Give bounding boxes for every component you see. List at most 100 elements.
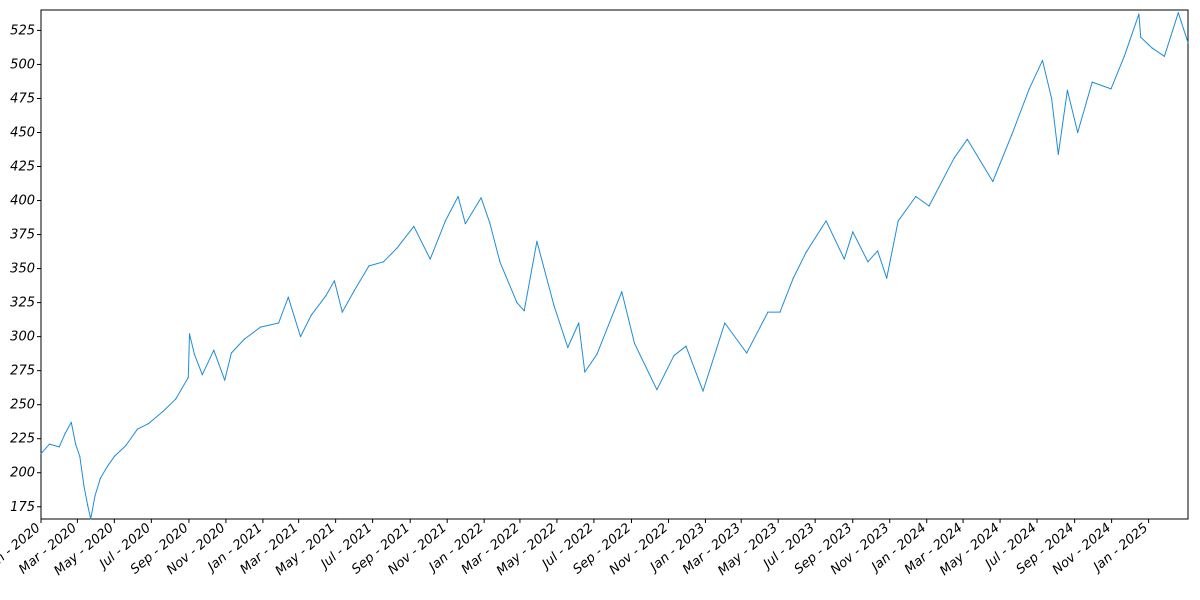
data-point — [915, 195, 917, 198]
data-point — [516, 302, 518, 304]
plot-frame — [40, 9, 1189, 520]
y-tick-label: 350 — [10, 262, 35, 277]
data-point — [584, 371, 586, 373]
data-point — [480, 197, 482, 199]
data-point — [767, 311, 769, 313]
data-point — [341, 311, 343, 313]
y-tick-label: 525 — [10, 23, 35, 38]
data-point — [325, 295, 327, 297]
data-point — [867, 261, 869, 263]
data-point — [299, 336, 302, 338]
data-point — [673, 355, 675, 357]
data-point — [1110, 88, 1112, 90]
y-tick-label: 400 — [10, 194, 35, 209]
y-tick-label: 500 — [10, 57, 35, 72]
data-point — [382, 261, 385, 263]
data-point — [125, 444, 127, 447]
data-point — [259, 326, 262, 328]
data-point — [333, 280, 336, 282]
data-point — [368, 265, 370, 267]
data-point — [1177, 12, 1179, 14]
y-axis: 175 200 225 250 275 300 325 350 375 400 425 450 475 5… — [10, 23, 41, 515]
data-point — [90, 518, 92, 520]
data-point — [966, 138, 968, 140]
data-point — [201, 374, 203, 376]
data-point — [193, 353, 195, 355]
data-point — [852, 231, 854, 233]
y-tick-label: 475 — [10, 91, 35, 106]
data-point — [633, 342, 636, 345]
data-point — [174, 398, 177, 400]
data-point — [553, 304, 555, 306]
y-tick-label: 200 — [10, 466, 35, 481]
data-point — [596, 353, 598, 355]
data-point — [1123, 55, 1125, 57]
y-tick-label: 275 — [10, 364, 35, 379]
data-point — [457, 195, 459, 198]
data-point — [1091, 81, 1093, 83]
y-tick-label: 175 — [10, 500, 35, 515]
data-point — [162, 410, 164, 413]
y-tick-label: 300 — [10, 330, 35, 345]
data-point — [992, 180, 994, 183]
data-point — [94, 495, 96, 497]
data-point — [74, 443, 77, 445]
data-point — [779, 311, 781, 313]
y-tick-label: 450 — [10, 125, 35, 140]
data-point — [1041, 59, 1044, 61]
data-point — [1028, 88, 1030, 90]
data-point — [567, 346, 569, 349]
data-point — [805, 251, 807, 253]
data-point — [187, 376, 189, 379]
data-point — [213, 349, 215, 351]
data-point — [243, 338, 245, 340]
data-point — [953, 157, 955, 159]
data-point — [702, 390, 704, 392]
data-point — [746, 352, 748, 354]
y-tick-label: 325 — [10, 296, 35, 311]
data-point — [136, 428, 138, 430]
data-point — [499, 261, 501, 263]
data-point — [188, 333, 191, 335]
data-point — [792, 277, 794, 279]
data-point — [621, 291, 623, 293]
data-point — [897, 220, 899, 222]
data-point — [523, 310, 525, 312]
data-point — [1010, 134, 1013, 136]
data-point — [230, 352, 232, 354]
y-tick-label: 250 — [10, 398, 35, 413]
data-point — [464, 223, 466, 225]
data-point — [48, 443, 51, 445]
series-line — [40, 12, 1189, 520]
data-point — [724, 322, 726, 324]
data-point — [429, 258, 431, 260]
data-point — [1050, 97, 1053, 100]
data-point — [444, 220, 446, 222]
data-point — [396, 247, 398, 249]
data-point — [1138, 13, 1140, 15]
data-point — [489, 221, 491, 223]
data-point — [928, 205, 930, 207]
data-point — [353, 289, 356, 291]
data-point — [1140, 36, 1142, 38]
data-point — [1066, 89, 1068, 91]
data-point — [1187, 42, 1189, 44]
data-point — [64, 432, 66, 434]
data-point — [287, 296, 289, 298]
y-tick-label: 375 — [10, 228, 35, 243]
data-point — [1077, 131, 1079, 134]
series-layer — [40, 12, 1189, 520]
data-point — [87, 504, 89, 506]
data-point — [843, 258, 845, 260]
data-point — [147, 423, 149, 425]
data-point — [224, 379, 226, 381]
data-point — [278, 322, 280, 324]
data-point — [413, 225, 415, 227]
data-point — [877, 250, 879, 252]
data-point — [70, 421, 72, 423]
data-point — [310, 314, 312, 316]
data-point — [113, 455, 115, 457]
data-point — [578, 322, 580, 324]
